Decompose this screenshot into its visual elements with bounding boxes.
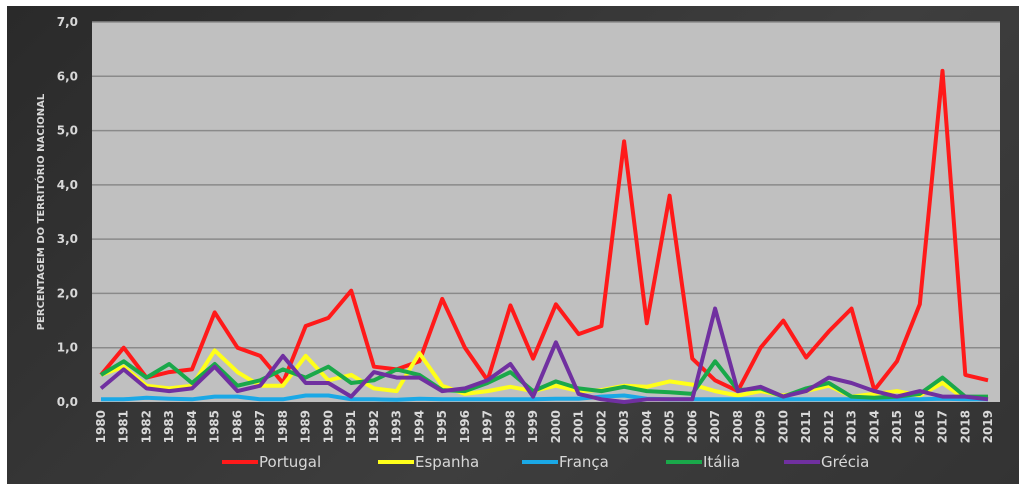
x-tick-label: 1990 [321,410,335,443]
x-tick-label: 2006 [685,410,699,443]
legend-label: Portugal [259,453,321,471]
series-line-frança [101,393,988,402]
x-tick-label: 1982 [139,410,153,443]
x-tick-label: 2002 [594,410,608,443]
x-tick-label: 1995 [435,410,449,443]
legend-item: Espanha [378,453,479,471]
x-tick-label: 2017 [936,410,950,443]
y-tick-label: 4,0 [57,178,78,192]
x-tick-label: 2010 [776,410,790,443]
x-tick-label: 2011 [799,410,813,443]
x-tick-label: 2005 [663,410,677,443]
legend-label: França [559,453,609,471]
legend-item: Itália [666,453,740,471]
x-tick-label: 1991 [344,410,358,443]
x-tick-label: 1980 [94,410,108,443]
y-tick-label: 0,0 [57,395,78,409]
x-tick-label: 1986 [230,410,244,443]
y-axis-title: PERCENTAGEM DO TERRITÓRIO NACIONAL [34,93,47,330]
x-tick-label: 1983 [162,410,176,443]
series-line-itália [99,359,988,400]
x-tick-label: 1997 [481,410,495,443]
legend-label: Espanha [415,453,479,471]
x-tick-label: 2007 [708,410,722,443]
x-tick-label: 1984 [185,410,199,443]
x-tick-label: 2014 [867,410,881,443]
y-tick-label: 7,0 [57,15,78,29]
x-tick-label: 2004 [640,410,654,443]
x-tick-label: 1988 [276,410,290,443]
x-tick-label: 1994 [412,410,426,443]
plot-area [92,22,1000,402]
x-tick-label: 1993 [390,410,404,443]
x-tick-label: 1998 [503,410,517,443]
series-line-grécia [99,306,989,404]
x-tick-label: 1981 [117,410,131,443]
legend-item: Grécia [784,453,869,471]
x-tick-label: 2009 [754,410,768,443]
series-line-portugal [99,68,989,394]
y-tick-label: 2,0 [57,286,78,300]
x-tick-label: 2013 [845,410,859,443]
x-tick-label: 2012 [822,410,836,443]
legend-label: Itália [703,453,740,471]
x-tick-label: 1999 [526,410,540,443]
x-tick-label: 2016 [913,410,927,443]
x-tick-label: 1992 [367,410,381,443]
legend-label: Grécia [821,453,869,471]
x-tick-label: 1989 [299,410,313,443]
y-tick-label: 1,0 [57,341,78,355]
legend-item: Portugal [222,453,321,471]
x-tick-label: 2018 [958,410,972,443]
x-tick-label: 1996 [458,410,472,443]
y-tick-label: 5,0 [57,124,78,138]
x-tick-label: 2008 [731,410,745,443]
legend-item: França [522,453,609,471]
x-tick-label: 1985 [208,410,222,443]
x-tick-label: 1987 [253,410,267,443]
x-tick-label: 2003 [617,410,631,443]
x-tick-label: 2015 [890,410,904,443]
x-tick-label: 2000 [549,410,563,443]
y-tick-label: 3,0 [57,232,78,246]
x-tick-label: 2001 [572,410,586,443]
y-tick-label: 6,0 [57,69,78,83]
x-tick-label: 2019 [981,410,995,443]
